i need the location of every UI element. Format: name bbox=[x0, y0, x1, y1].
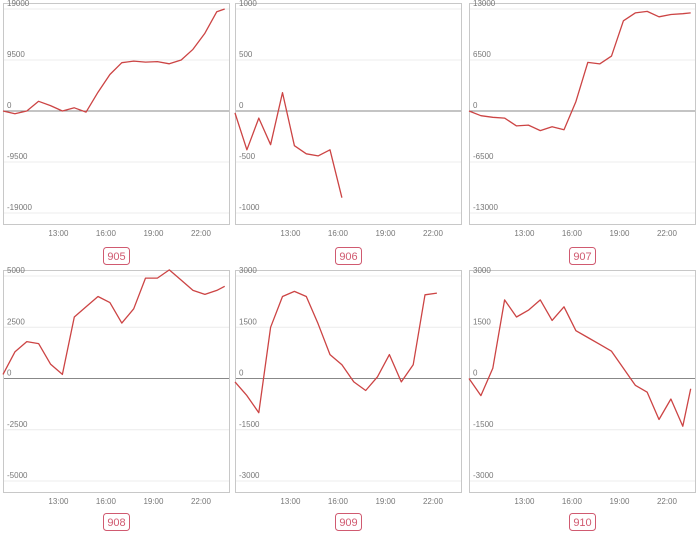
y-tick-label: 1500 bbox=[473, 317, 491, 326]
x-tick-label: 22:00 bbox=[657, 497, 678, 506]
x-tick-label: 13:00 bbox=[48, 229, 69, 238]
y-tick-label: -1500 bbox=[473, 420, 494, 429]
chart-panel-910: 3000 1500 0 -1500 -3000 13:00 16:00 19:00 22:00 9… bbox=[468, 266, 696, 531]
y-tick-label: -1500 bbox=[239, 420, 260, 429]
series-line bbox=[468, 299, 692, 427]
x-tick-label: 22:00 bbox=[191, 497, 212, 506]
y-tick-label: -500 bbox=[239, 152, 256, 161]
chart-panel-907: 13000 6500 0 -6500 -13000 13:00 16:00 19:00 22:0… bbox=[468, 0, 696, 265]
y-tick-label: 2500 bbox=[7, 317, 25, 326]
x-tick-label: 13:00 bbox=[514, 229, 535, 238]
series-line bbox=[2, 269, 225, 376]
x-tick-label: 19:00 bbox=[375, 497, 396, 506]
y-tick-label: 0 bbox=[239, 369, 244, 378]
plot-frame bbox=[3, 270, 230, 493]
y-tick-label: 0 bbox=[7, 369, 12, 378]
chart-badge-label: 910 bbox=[573, 517, 591, 529]
chart-badge-label: 908 bbox=[107, 517, 125, 529]
y-tick-label: 6500 bbox=[473, 50, 491, 59]
plot-frame bbox=[235, 3, 462, 225]
y-tick-label: 3000 bbox=[239, 266, 257, 275]
chart-badge bbox=[569, 247, 596, 265]
series-line bbox=[2, 8, 225, 115]
chart-panel-909: 3000 1500 0 -1500 -3000 13:00 16:00 19:00 22:00 9… bbox=[234, 266, 462, 531]
chart-panel-905: 19000 9500 0 -9500 -19000 13:00 16:00 19:00 22:0… bbox=[2, 0, 230, 265]
series-line bbox=[468, 10, 691, 132]
plot-frame bbox=[3, 3, 230, 225]
x-tick-label: 22:00 bbox=[657, 229, 678, 238]
chart-badge bbox=[335, 247, 362, 265]
y-tick-label: 0 bbox=[473, 369, 478, 378]
y-tick-label: -13000 bbox=[473, 203, 498, 212]
chart-badge-label: 907 bbox=[573, 251, 591, 263]
plot-frame bbox=[235, 270, 462, 493]
y-tick-label: -3000 bbox=[239, 471, 260, 480]
chart-panel-908: 5000 2500 0 -2500 -5000 13:00 16:00 19:00 22:00 9… bbox=[2, 266, 230, 531]
x-tick-label: 13:00 bbox=[280, 229, 301, 238]
y-tick-label: 3000 bbox=[473, 266, 491, 275]
x-tick-label: 16:00 bbox=[328, 229, 349, 238]
y-tick-label: -2500 bbox=[7, 420, 28, 429]
chart-badge bbox=[335, 513, 362, 531]
chart-badge bbox=[103, 513, 130, 531]
chart-badge-label: 905 bbox=[107, 251, 125, 263]
y-tick-label: -1000 bbox=[239, 203, 260, 212]
y-tick-label: 9500 bbox=[7, 50, 25, 59]
y-tick-label: 19000 bbox=[7, 0, 30, 8]
chart-badge-label: 909 bbox=[339, 517, 357, 529]
chart-badge-label: 906 bbox=[339, 251, 357, 263]
x-tick-label: 16:00 bbox=[562, 497, 583, 506]
x-tick-label: 19:00 bbox=[375, 229, 396, 238]
y-tick-label: 0 bbox=[7, 101, 12, 110]
x-tick-label: 19:00 bbox=[609, 497, 630, 506]
series-line bbox=[234, 290, 437, 414]
x-tick-label: 16:00 bbox=[96, 229, 117, 238]
y-tick-label: -5000 bbox=[7, 471, 28, 480]
y-tick-label: -9500 bbox=[7, 152, 28, 161]
x-tick-label: 16:00 bbox=[328, 497, 349, 506]
y-tick-label: 0 bbox=[239, 101, 244, 110]
plot-frame bbox=[469, 3, 696, 225]
y-tick-label: 13000 bbox=[473, 0, 496, 8]
chart-badge bbox=[569, 513, 596, 531]
y-tick-label: -3000 bbox=[473, 471, 494, 480]
chart-panel-906: 1000 500 0 -500 -1000 13:00 16:00 19:00 22:00 906 bbox=[234, 0, 462, 265]
x-tick-label: 13:00 bbox=[280, 497, 301, 506]
series-line bbox=[234, 91, 343, 198]
y-tick-label: 1500 bbox=[239, 317, 257, 326]
y-tick-label: -19000 bbox=[7, 203, 32, 212]
x-tick-label: 19:00 bbox=[143, 497, 164, 506]
x-tick-label: 16:00 bbox=[562, 229, 583, 238]
y-tick-label: 5000 bbox=[7, 266, 25, 275]
x-tick-label: 19:00 bbox=[143, 229, 164, 238]
y-tick-label: 1000 bbox=[239, 0, 257, 8]
y-tick-label: -6500 bbox=[473, 152, 494, 161]
y-tick-label: 0 bbox=[473, 101, 478, 110]
x-tick-label: 19:00 bbox=[609, 229, 630, 238]
chart-badge bbox=[103, 247, 130, 265]
x-tick-label: 13:00 bbox=[514, 497, 535, 506]
x-tick-label: 13:00 bbox=[48, 497, 69, 506]
x-tick-label: 22:00 bbox=[191, 229, 212, 238]
x-tick-label: 22:00 bbox=[423, 497, 444, 506]
plot-frame bbox=[469, 270, 696, 493]
x-tick-label: 16:00 bbox=[96, 497, 117, 506]
x-tick-label: 22:00 bbox=[423, 229, 444, 238]
y-tick-label: 500 bbox=[239, 50, 253, 59]
